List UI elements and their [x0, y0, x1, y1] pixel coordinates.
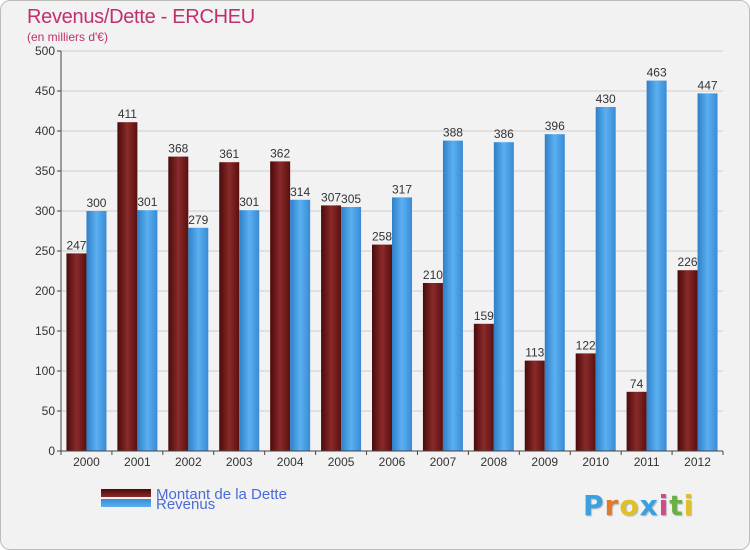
xtick-label-2006: 2006 — [379, 455, 406, 469]
bar-revenus-2001 — [137, 210, 158, 451]
chart-title: Revenus/Dette - ERCHEU — [27, 6, 255, 28]
bar-dette-2012 — [677, 270, 698, 451]
value-label-revenus-2003: 301 — [239, 195, 259, 209]
value-label-dette-2005: 307 — [321, 190, 341, 204]
ytick-label-100: 100 — [35, 364, 55, 378]
value-label-revenus-2005: 305 — [341, 192, 361, 206]
bar-dette-2009 — [524, 360, 545, 451]
logo-letter: P — [583, 489, 605, 522]
ytick-label-350: 350 — [35, 164, 55, 178]
bar-revenus-2010 — [595, 107, 616, 451]
bar-dette-2010 — [575, 353, 596, 451]
value-label-revenus-2010: 430 — [596, 92, 616, 106]
bar-dette-2006 — [372, 244, 392, 451]
bar-revenus-2007 — [442, 140, 463, 451]
bar-dette-2007 — [422, 283, 443, 451]
xtick-label-2012: 2012 — [684, 455, 711, 469]
bar-revenus-2006 — [392, 197, 412, 451]
xtick-label-2003: 2003 — [226, 455, 253, 469]
xtick-label-2009: 2009 — [531, 455, 558, 469]
ytick-label-400: 400 — [35, 124, 55, 138]
value-label-dette-2012: 226 — [678, 255, 698, 269]
ytick-label-150: 150 — [35, 324, 55, 338]
bar-revenus-2009 — [544, 134, 565, 451]
value-label-dette-2011: 74 — [630, 377, 644, 391]
ytick-label-450: 450 — [35, 84, 55, 98]
bar-revenus-2000 — [86, 211, 107, 451]
chart-subtitle: (en milliers d'€) — [27, 30, 108, 44]
ytick-label-300: 300 — [35, 204, 55, 218]
bar-revenus-2003 — [239, 210, 260, 451]
value-label-dette-2003: 361 — [219, 147, 239, 161]
logo-letter: o — [619, 489, 640, 522]
bar-revenus-2011 — [646, 80, 667, 451]
value-label-revenus-2007: 388 — [443, 126, 463, 140]
xtick-label-2007: 2007 — [430, 455, 457, 469]
ytick-label-200: 200 — [35, 284, 55, 298]
value-label-dette-2010: 122 — [576, 338, 596, 352]
xtick-label-2011: 2011 — [634, 455, 660, 469]
labels-layer: 247 300 411 301 368 279 361 301 362 314 307 305 258 3… — [66, 66, 717, 391]
xtick-label-2010: 2010 — [582, 455, 609, 469]
logo-letter: t — [669, 489, 684, 522]
logo-letter: i — [658, 489, 670, 522]
bar-dette-2001 — [117, 122, 138, 451]
logo-letter: i — [683, 489, 695, 522]
bar-dette-2000 — [66, 253, 87, 451]
value-label-revenus-2000: 300 — [86, 196, 106, 210]
bar-revenus-2004 — [290, 199, 311, 451]
value-label-revenus-2012: 447 — [698, 78, 718, 92]
value-label-revenus-2009: 396 — [545, 119, 565, 133]
value-label-revenus-2006: 317 — [392, 182, 412, 196]
ytick-label-0: 0 — [48, 444, 55, 458]
logo-letter: x — [639, 489, 659, 522]
bar-dette-2002 — [168, 156, 189, 451]
xtick-label-2002: 2002 — [175, 455, 202, 469]
bar-dette-2003 — [219, 162, 240, 451]
xtick-label-2000: 2000 — [73, 455, 100, 469]
value-label-revenus-2001: 301 — [137, 195, 157, 209]
value-label-revenus-2004: 314 — [290, 185, 310, 199]
value-label-dette-2008: 159 — [474, 309, 494, 323]
ytick-label-50: 50 — [42, 404, 56, 418]
value-label-dette-2000: 247 — [66, 238, 86, 252]
xtick-label-2008: 2008 — [480, 455, 507, 469]
bar-dette-2005 — [321, 205, 342, 451]
value-label-dette-2001: 411 — [118, 107, 137, 121]
value-label-dette-2002: 368 — [168, 142, 188, 156]
bar-dette-2011 — [626, 391, 647, 451]
xtick-label-2001: 2001 — [124, 455, 151, 469]
axis-layer: 0 50 100 150 200 250 300 350 400 450 500 2000 2001 20… — [35, 44, 724, 469]
ytick-label-250: 250 — [35, 244, 55, 258]
xtick-label-2004: 2004 — [277, 455, 304, 469]
value-label-dette-2007: 210 — [423, 268, 443, 282]
ytick-label-500: 500 — [35, 44, 55, 58]
legend-label-dette: Montant de la Dette — [156, 486, 287, 503]
bar-dette-2008 — [473, 323, 494, 451]
bar-revenus-2005 — [341, 207, 362, 451]
legend-label-revenus: Revenus — [156, 496, 216, 513]
bar-revenus-2008 — [493, 142, 514, 451]
value-label-revenus-2011: 463 — [647, 66, 667, 80]
bar-revenus-2002 — [188, 227, 209, 451]
xtick-label-2005: 2005 — [328, 455, 355, 469]
value-label-dette-2009: 113 — [525, 346, 544, 360]
logo-letter: r — [604, 489, 620, 522]
value-label-dette-2006: 258 — [372, 230, 392, 244]
bars-layer — [66, 80, 718, 452]
bar-revenus-2012 — [697, 93, 718, 452]
value-label-revenus-2002: 279 — [188, 213, 208, 227]
legend-swatch-revenus — [101, 499, 151, 507]
bar-dette-2004 — [270, 161, 291, 451]
legend-swatch-dette — [101, 489, 151, 497]
proxiti-logo: Proxiti — [583, 489, 694, 522]
value-label-revenus-2008: 386 — [494, 127, 514, 141]
value-label-dette-2004: 362 — [270, 146, 290, 160]
